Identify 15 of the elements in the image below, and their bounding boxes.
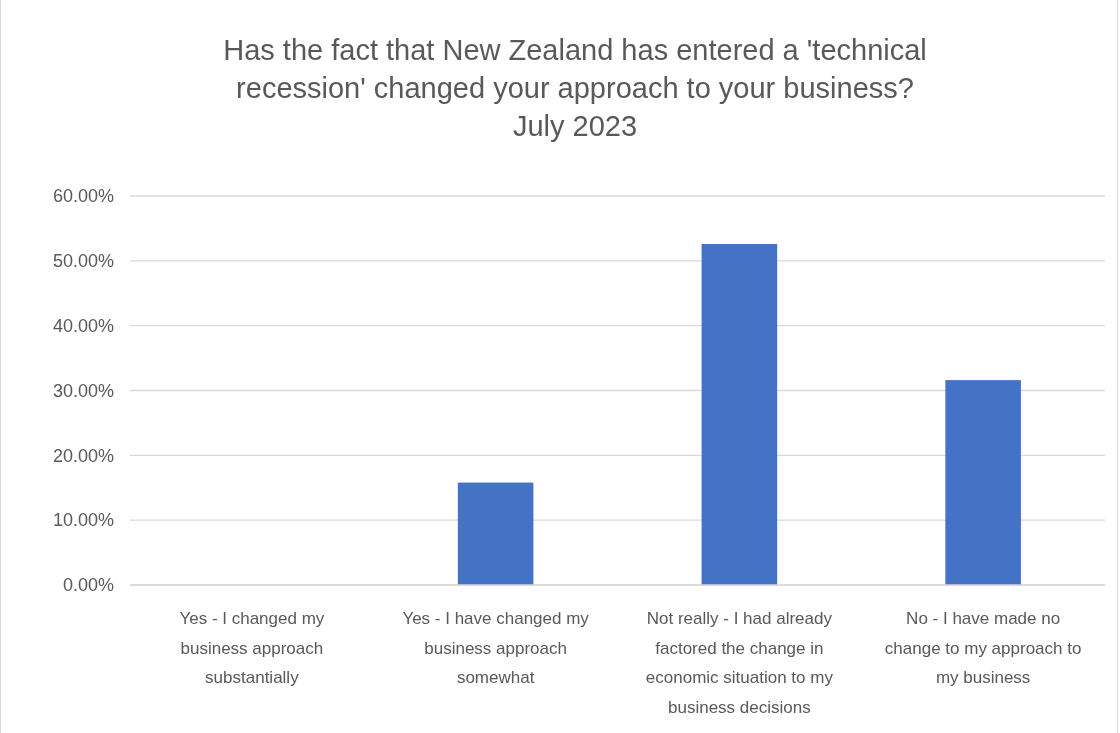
y-tick-label: 30.00% [52, 380, 114, 401]
bar [945, 380, 1021, 585]
x-tick-label: Not really - I had already factored the change in economic situation to my business decisions [645, 609, 834, 717]
x-tick-label: Yes - I have changed my business approach somewhat [402, 609, 590, 687]
y-tick-label: 40.00% [52, 315, 114, 336]
y-tick-label: 0.00% [62, 575, 114, 596]
x-tick-label: No - I have made no change to my approach to my business [884, 609, 1082, 687]
x-tick-label: Yes - I changed my business approach substantially [179, 609, 325, 687]
bar [701, 243, 778, 585]
y-tick-label: 20.00% [52, 445, 114, 466]
y-tick-label: 50.00% [52, 251, 114, 272]
y-tick-label: 60.00% [52, 186, 114, 207]
bar [457, 482, 534, 585]
y-tick-label: 10.00% [52, 510, 114, 531]
chart-title: Has the fact that New Zealand has entered a 'technical recession' changed your approach to your business? July 2023 [223, 34, 927, 142]
